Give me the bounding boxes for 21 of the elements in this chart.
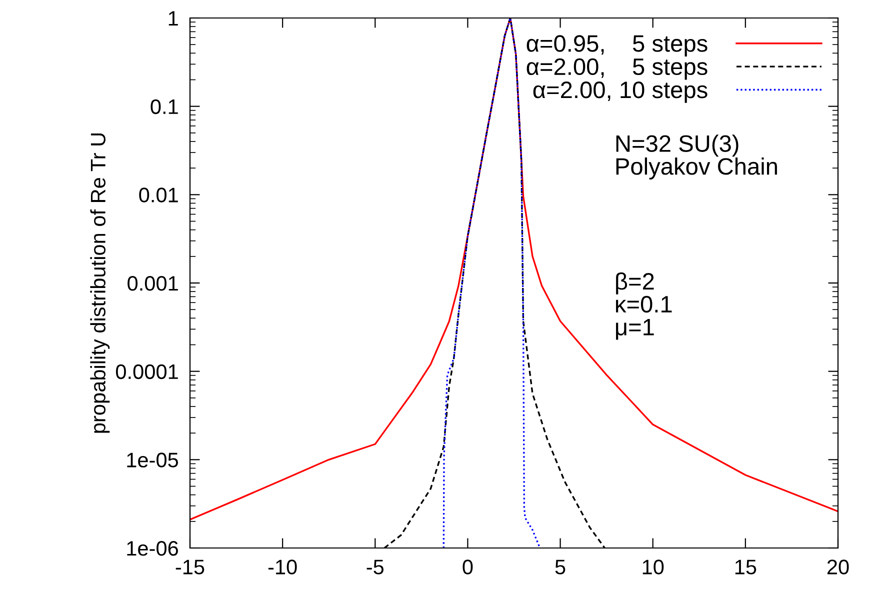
annotation: N=32 SU(3) Polyakov Chain: [616, 134, 777, 180]
legend-label: α=2.00, 5 steps: [526, 58, 708, 80]
x-tick-label: -5: [366, 560, 384, 574]
x-tick-label: 10: [642, 560, 664, 574]
y-tick-label: 1e-06: [127, 541, 178, 556]
y-tick-label: 0.1: [150, 99, 178, 114]
y-tick-label: 0.001: [128, 276, 178, 291]
x-tick-label: -15: [176, 560, 204, 574]
y-axis-title: propability distribution of Re Tr U: [90, 133, 110, 433]
annotation: β=2 κ=0.1 μ=1: [616, 272, 672, 340]
y-tick-label: 0.01: [139, 188, 178, 202]
x-tick-label: -10: [268, 560, 297, 574]
legend-label: α=2.00, 10 steps: [533, 82, 708, 103]
x-tick-label: 5: [555, 560, 566, 574]
x-tick-label: 0: [462, 560, 473, 574]
x-tick-label: 15: [735, 560, 756, 574]
x-tick-label: 20: [827, 560, 849, 574]
legend-label: α=0.95, 5 steps: [526, 35, 708, 57]
y-tick-label: 1: [168, 11, 178, 26]
y-tick-label: 0.0001: [116, 364, 178, 380]
y-tick-label: 1e-05: [127, 452, 178, 468]
